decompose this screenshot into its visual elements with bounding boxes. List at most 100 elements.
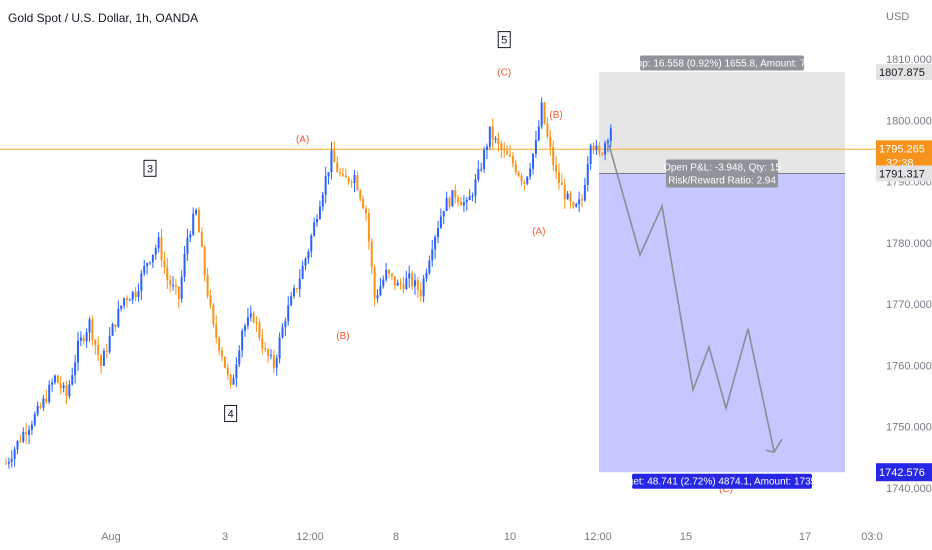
candle-body: [503, 150, 506, 152]
wave-count-box: [143, 159, 157, 177]
elliott-wave-labels: 3 4 5 (A) (B) (C) (B) (A) (C): [143, 31, 733, 495]
target-info-text: Target: 48.741 (2.72%) 4874.1, Amount: 1…: [614, 477, 831, 488]
candle-body: [339, 171, 342, 174]
candle-body: [304, 258, 307, 266]
candle-body: [160, 237, 163, 261]
open-pnl-text: Open P&L: -3.948, Qty: 15: [663, 163, 781, 174]
candle-body: [229, 374, 232, 385]
candle-body: [546, 123, 549, 137]
candle-body: [517, 172, 520, 176]
candle-body: [154, 248, 157, 255]
candle-body: [471, 195, 474, 197]
stop-loss-zone[interactable]: [599, 72, 845, 174]
stop-info-text: Stop: 16.558 (0.92%) 1655.8, Amount: 750: [627, 59, 817, 70]
candle-body: [149, 262, 151, 264]
candle-body: [569, 193, 572, 203]
candle-body: [284, 321, 287, 328]
candle-body: [140, 273, 143, 291]
candle-body: [244, 325, 247, 331]
candle-body: [22, 432, 25, 442]
y-tick-label: 1810.000: [886, 54, 932, 66]
candle-body: [275, 358, 278, 368]
candle-body: [402, 284, 405, 290]
candle-body: [238, 350, 241, 365]
candle-body: [382, 279, 385, 287]
candle-body: [45, 398, 48, 402]
target-info-box: Target: 48.741 (2.72%) 4874.1, Amount: 1…: [614, 473, 831, 489]
candle-body: [575, 204, 578, 207]
candle-body: [189, 234, 192, 238]
candle-body: [10, 458, 13, 462]
candle-body: [267, 349, 270, 357]
candle-body: [534, 140, 537, 154]
candle-body: [451, 190, 454, 207]
target-price-tag: 1742.576: [876, 463, 932, 482]
current-price-tag: 1795.265 32:38: [876, 140, 932, 171]
candle-body: [51, 382, 54, 385]
candle-body: [91, 319, 94, 340]
candle-body: [197, 209, 200, 233]
candle-body: [223, 356, 226, 368]
candle-body: [77, 340, 79, 363]
candle-body: [552, 147, 555, 166]
candle-body: [218, 337, 221, 351]
candle-body: [16, 440, 19, 450]
candle-body: [537, 126, 540, 141]
candle-body: [172, 284, 175, 286]
candle-body: [411, 273, 414, 287]
candle-body: [362, 198, 365, 209]
candle-body: [128, 299, 131, 301]
candle-body: [134, 291, 137, 298]
candle-body: [445, 198, 448, 212]
candle-body: [509, 154, 511, 157]
candle-body: [454, 190, 457, 198]
candle-body: [413, 280, 416, 287]
candle-body: [316, 218, 319, 223]
candle-body: [442, 211, 445, 217]
time-axis[interactable]: Aug 3 12:00 8 10 12:00 15 17 03:0: [101, 531, 883, 543]
candle-body: [100, 355, 103, 366]
candle-body: [48, 384, 51, 402]
candle-body: [310, 235, 313, 252]
candle-body: [572, 202, 575, 207]
candle-body: [195, 209, 198, 214]
candle-body: [123, 298, 126, 306]
wave-letter-label: (B): [336, 331, 349, 342]
price-axis[interactable]: USD 1740.000 1750.000 1760.000 1770.000 1780…: [886, 11, 932, 495]
candle-body: [177, 286, 180, 299]
candle-body: [589, 145, 592, 165]
candle-body: [523, 181, 526, 184]
candle-body: [117, 308, 120, 327]
wave-count-box: [497, 31, 511, 49]
candle-body: [379, 286, 382, 296]
candle-body: [532, 153, 535, 169]
stop-price-tag: 1807.875: [876, 64, 932, 81]
x-tick-label: Aug: [101, 531, 121, 543]
wave-count-label: 3: [147, 163, 153, 175]
candle-body: [330, 150, 333, 173]
candle-body: [74, 362, 77, 376]
candle-body: [166, 267, 169, 281]
candle-body: [390, 273, 393, 277]
candle-body: [62, 385, 65, 389]
candle-body: [7, 461, 10, 464]
projected-path-line[interactable]: [608, 144, 775, 452]
candle-body: [333, 150, 336, 163]
candle-body: [324, 176, 327, 195]
y-tick-label: 1760.000: [886, 360, 932, 372]
candle-body: [19, 440, 22, 442]
candle-body: [255, 321, 258, 323]
candle-body: [212, 304, 215, 325]
take-profit-zone[interactable]: [599, 173, 845, 473]
candle-body: [437, 227, 439, 238]
candle-body: [252, 313, 255, 322]
candle-body: [287, 305, 290, 322]
candle-body: [422, 278, 425, 297]
candle-body: [235, 364, 238, 379]
candle-body: [307, 251, 310, 259]
risk-reward-text: Risk/Reward Ratio: 2.94: [668, 176, 776, 187]
candle-body: [367, 213, 370, 242]
candle-body: [318, 206, 321, 219]
candle-body: [353, 175, 356, 183]
